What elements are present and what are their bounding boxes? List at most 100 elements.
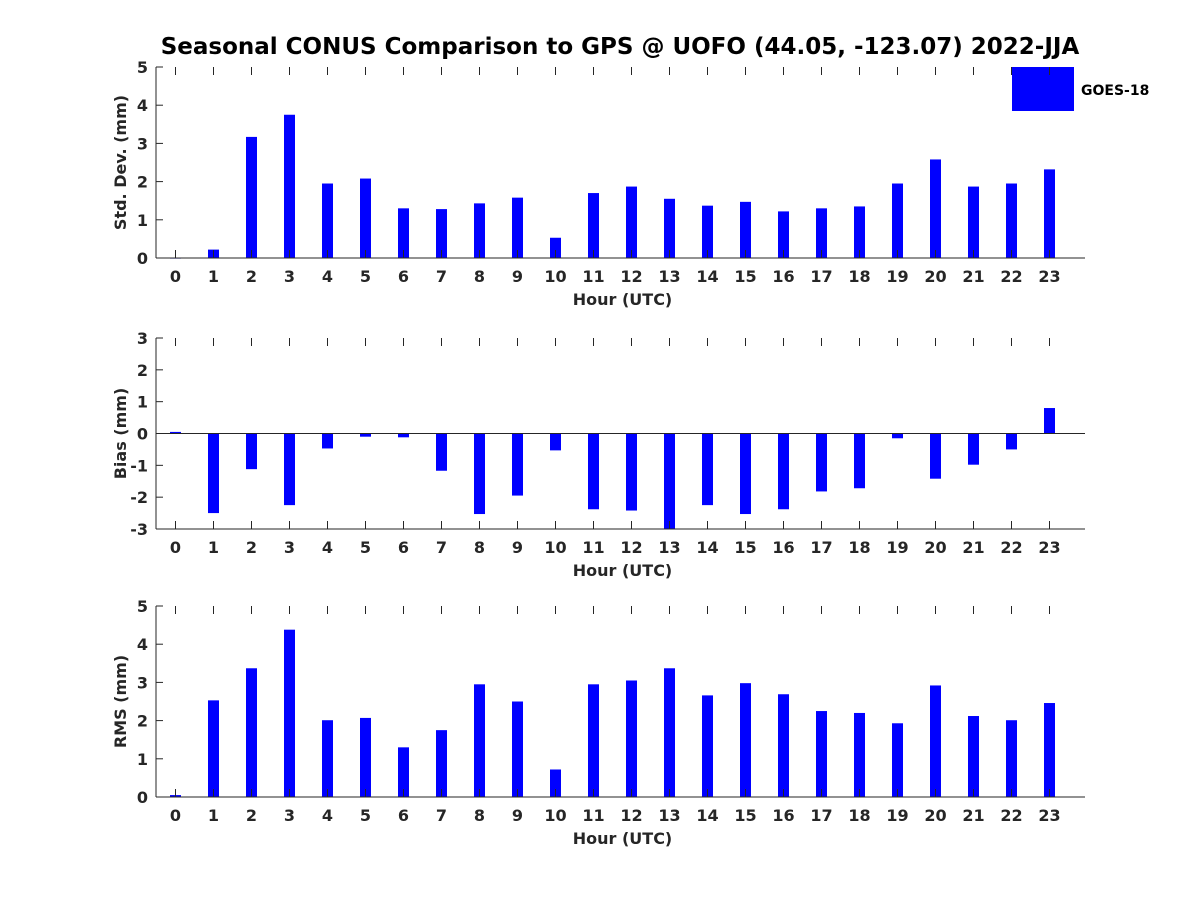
rms-x-tick-label: 17: [810, 806, 832, 825]
bias-bar-23: [1044, 408, 1055, 434]
rms-bar-23: [1044, 703, 1055, 797]
bias-bar-17: [816, 433, 827, 492]
bias-y-tick-label: -3: [130, 520, 148, 539]
rms-x-tick-label: 9: [512, 806, 523, 825]
stddev-y-tick-label: 1: [137, 211, 148, 230]
bias-x-tick-label: 21: [962, 538, 984, 557]
stddev-bar-13: [664, 198, 675, 258]
rms-x-axis-label: Hour (UTC): [573, 829, 673, 848]
stddev-bar-21: [968, 186, 979, 258]
stddev-bar-4: [322, 183, 333, 258]
bias-x-tick-label: 16: [772, 538, 794, 557]
bias-bar-1: [208, 433, 219, 514]
bias-bar-9: [512, 433, 523, 496]
rms-bar-15: [740, 683, 751, 797]
stddev-x-tick-label: 16: [772, 267, 794, 286]
rms-x-tick-label: 2: [246, 806, 257, 825]
bias-x-tick-label: 6: [398, 538, 409, 557]
rms-x-tick-label: 13: [658, 806, 680, 825]
stddev-y-tick-label: 5: [137, 58, 148, 77]
stddev-y-tick-label: 0: [137, 249, 148, 268]
stddev-bar-12: [626, 186, 637, 258]
stddev-x-tick-label: 21: [962, 267, 984, 286]
rms-x-tick-label: 10: [544, 806, 566, 825]
bias-bar-21: [968, 433, 979, 465]
bias-bar-12: [626, 433, 637, 511]
rms-bar-9: [512, 701, 523, 797]
bias-bar-18: [854, 433, 865, 489]
bias-bar-3: [284, 433, 295, 506]
rms-x-tick-label: 20: [924, 806, 946, 825]
bias-y-tick-label: -2: [130, 488, 148, 507]
rms-bar-19: [892, 723, 903, 797]
stddev-x-tick-label: 19: [886, 267, 908, 286]
legend: GOES-18: [1012, 67, 1149, 111]
bias-x-tick-label: 11: [582, 538, 604, 557]
bias-x-tick-label: 8: [474, 538, 485, 557]
rms-bar-14: [702, 695, 713, 797]
bias-bar-4: [322, 433, 333, 449]
stddev-y-axis-label: Std. Dev. (mm): [111, 95, 130, 230]
rms-y-tick-label: 1: [137, 750, 148, 769]
bias-x-tick-label: 22: [1000, 538, 1022, 557]
rms-y-axis-label: RMS (mm): [111, 655, 130, 748]
bias-bar-19: [892, 433, 903, 439]
rms-x-tick-label: 3: [284, 806, 295, 825]
bias-bar-13: [664, 433, 675, 529]
stddev-bar-14: [702, 205, 713, 258]
bias-bar-6: [398, 433, 409, 438]
bias-x-tick-label: 12: [620, 538, 642, 557]
bias-x-tick-label: 5: [360, 538, 371, 557]
rms-x-tick-label: 16: [772, 806, 794, 825]
rms-x-tick-label: 12: [620, 806, 642, 825]
rms-bar-3: [284, 629, 295, 797]
rms-bar-4: [322, 720, 333, 797]
bias-x-tick-label: 23: [1038, 538, 1060, 557]
rms-x-tick-label: 6: [398, 806, 409, 825]
stddev-x-tick-label: 6: [398, 267, 409, 286]
bias-bar-8: [474, 433, 485, 515]
stddev-y-tick-label: 4: [137, 96, 148, 115]
bias-bar-10: [550, 433, 561, 451]
stddev-x-tick-label: 12: [620, 267, 642, 286]
rms-x-tick-label: 19: [886, 806, 908, 825]
stddev-x-tick-label: 22: [1000, 267, 1022, 286]
stddev-x-tick-label: 8: [474, 267, 485, 286]
stddev-bar-16: [778, 211, 789, 258]
bias-x-tick-label: 20: [924, 538, 946, 557]
stddev-bar-19: [892, 183, 903, 258]
stddev-bar-9: [512, 197, 523, 258]
rms-bar-21: [968, 716, 979, 797]
bias-bar-16: [778, 433, 789, 510]
bias-y-tick-label: 3: [137, 329, 148, 348]
stddev-x-tick-label: 23: [1038, 267, 1060, 286]
stddev-x-tick-label: 9: [512, 267, 523, 286]
bias-bar-11: [588, 433, 599, 510]
rms-bar-13: [664, 668, 675, 797]
bias-bar-14: [702, 433, 713, 506]
rms-x-tick-label: 4: [322, 806, 333, 825]
stddev-bar-8: [474, 203, 485, 258]
legend-label: GOES-18: [1081, 83, 1149, 99]
bias-x-tick-label: 4: [322, 538, 333, 557]
chart-title: Seasonal CONUS Comparison to GPS @ UOFO …: [161, 34, 1080, 60]
rms-x-tick-label: 22: [1000, 806, 1022, 825]
rms-bar-7: [436, 730, 447, 797]
stddev-x-tick-label: 1: [208, 267, 219, 286]
stddev-x-tick-label: 4: [322, 267, 333, 286]
bias-x-tick-label: 13: [658, 538, 680, 557]
rms-y-tick-label: 0: [137, 788, 148, 807]
rms-bar-2: [246, 668, 257, 797]
rms-bar-22: [1006, 720, 1017, 797]
bias-y-tick-label: 2: [137, 361, 148, 380]
rms-x-tick-label: 15: [734, 806, 756, 825]
bias-bar-5: [360, 433, 371, 437]
bias-x-tick-label: 10: [544, 538, 566, 557]
bias-x-tick-label: 17: [810, 538, 832, 557]
rms-x-tick-label: 0: [170, 806, 181, 825]
rms-bar-1: [208, 700, 219, 797]
bias-x-axis-label: Hour (UTC): [573, 561, 673, 580]
